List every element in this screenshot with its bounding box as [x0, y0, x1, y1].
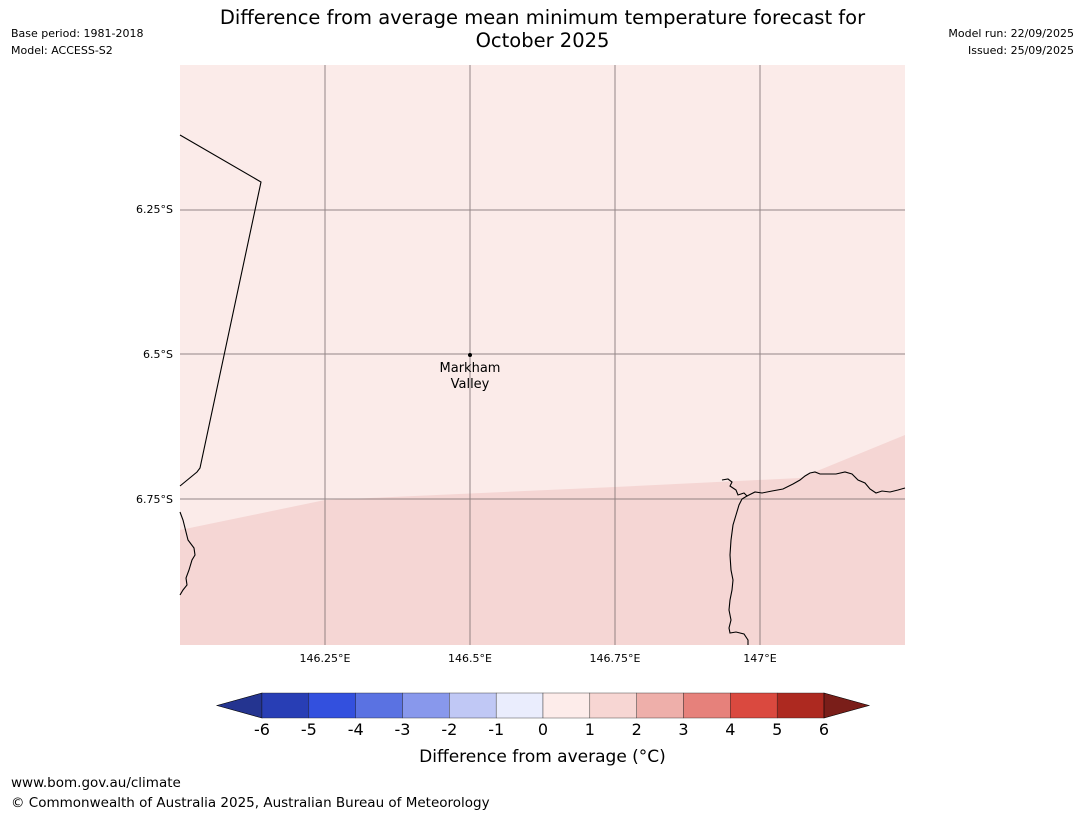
colorbar-swatch — [542, 692, 591, 719]
colorbar-swatch — [683, 692, 731, 719]
colorbar-swatch — [589, 692, 637, 719]
colorbar-extend-low — [215, 692, 263, 719]
gulf-coastline — [721, 478, 749, 645]
footer-url: www.bom.gov.au/climate — [11, 775, 181, 791]
colorbar-title: Difference from average (°C) — [419, 747, 666, 767]
lat-label-6-25: 6.25°S — [136, 203, 173, 216]
colorbar-swatch — [495, 692, 544, 719]
lon-label-147: 147°E — [743, 652, 776, 665]
colorbar-tick-label: -5 — [301, 720, 317, 739]
lat-label-6-75: 6.75°S — [136, 493, 173, 506]
colorbar-tick-label: -3 — [395, 720, 411, 739]
colorbar-tick-label: -6 — [254, 720, 270, 739]
anomaly-zone-1-to-2 — [180, 435, 905, 645]
lat-label-6-5: 6.5°S — [143, 348, 173, 361]
lon-label-146-5: 146.5°E — [448, 652, 492, 665]
colorbar-swatch — [261, 692, 310, 719]
colorbar: -6 -5 -4 -3 -2 -1 0 1 2 3 4 5 6 — [215, 692, 871, 739]
colorbar-tick-label: -4 — [348, 720, 364, 739]
northern-coastline — [746, 471, 906, 497]
colorbar-swatch — [449, 692, 497, 719]
base-period-label: Base period: 1981-2018 — [11, 27, 144, 40]
metadata-left: Base period: 1981-2018 Model: ACCESS-S2 — [11, 25, 143, 59]
map-title-line1: Difference from average mean minimum tem… — [219, 6, 866, 29]
western-boundary-line — [179, 134, 262, 487]
colorbar-swatch — [776, 692, 825, 719]
colorbar-swatch — [730, 692, 778, 719]
colorbar-swatch — [308, 692, 356, 719]
coastlines — [179, 134, 906, 645]
footer-copyright: © Commonwealth of Australia 2025, Austra… — [11, 795, 490, 811]
graticule — [180, 65, 905, 645]
model-label: Model: ACCESS-S2 — [11, 44, 113, 57]
model-run-label: Model run: 22/09/2025 — [948, 27, 1074, 40]
lon-label-146-75: 146.75°E — [590, 652, 641, 665]
map-title: Difference from average mean minimum tem… — [180, 6, 905, 52]
colorbar-tick-label: 2 — [632, 720, 642, 739]
western-coastline — [179, 511, 196, 596]
colorbar-tick-label: 1 — [585, 720, 595, 739]
colorbar-tick-label: 4 — [725, 720, 735, 739]
issued-label: Issued: 25/09/2025 — [967, 44, 1074, 57]
lon-label-146-25: 146.25°E — [300, 652, 351, 665]
colorbar-swatch — [355, 692, 403, 719]
colorbar-swatch — [636, 692, 684, 719]
colorbar-tick-label: 3 — [678, 720, 688, 739]
place-marker — [468, 353, 472, 357]
colorbar-tick-label: 5 — [772, 720, 782, 739]
colorbar-tick-label: 0 — [538, 720, 548, 739]
place-label-line2: Valley — [451, 377, 490, 392]
metadata-right: Model run: 22/09/2025 Issued: 25/09/2025 — [948, 25, 1074, 59]
colorbar-tick-label: 6 — [819, 720, 829, 739]
map-title-line2: October 2025 — [475, 29, 610, 52]
colorbar-tick-label: -2 — [441, 720, 457, 739]
colorbar-swatch — [402, 692, 450, 719]
colorbar-extend-high — [823, 692, 871, 719]
place-label-line1: Markham — [440, 361, 501, 376]
colorbar-tick-label: -1 — [488, 720, 504, 739]
